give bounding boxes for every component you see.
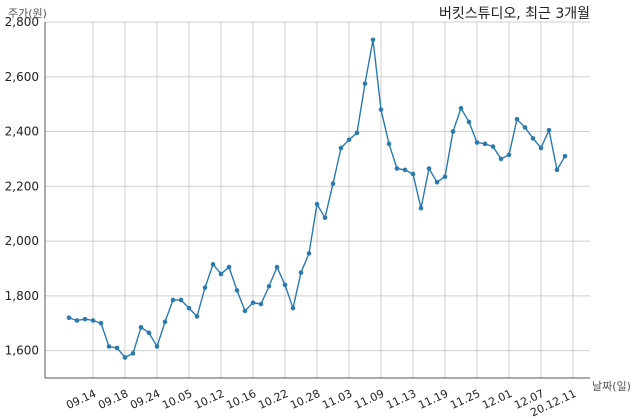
series-group xyxy=(66,37,568,360)
data-point xyxy=(250,300,256,305)
data-point xyxy=(442,174,448,180)
data-point xyxy=(386,141,392,147)
data-point xyxy=(538,145,544,151)
y-tick-labels: 1,600 1,800 2,000 2,200 2,400 2,600 2,800 xyxy=(5,15,39,358)
data-point xyxy=(234,288,240,293)
data-point xyxy=(370,37,376,43)
x-tick-label: 10.16 xyxy=(224,387,258,412)
data-point xyxy=(138,325,144,330)
x-tick-label: 11.03 xyxy=(320,387,354,412)
data-point xyxy=(394,166,400,171)
data-point xyxy=(466,119,472,125)
data-point xyxy=(74,318,80,323)
data-point xyxy=(146,330,152,336)
data-point xyxy=(122,355,128,360)
data-point xyxy=(274,264,280,270)
x-tick-label: 10.12 xyxy=(192,387,226,412)
y-tick-label: 2,600 xyxy=(5,70,39,84)
data-point xyxy=(290,305,296,311)
data-point xyxy=(210,262,216,267)
data-point xyxy=(434,179,440,185)
x-tick-label: 11.13 xyxy=(384,387,418,412)
data-point xyxy=(474,140,480,145)
y-tick-label: 2,200 xyxy=(5,179,39,193)
data-point xyxy=(266,283,272,289)
x-tick-label: 11.09 xyxy=(352,387,386,412)
data-point xyxy=(106,344,112,349)
data-point xyxy=(226,264,232,270)
data-point xyxy=(346,137,352,143)
data-point xyxy=(258,301,264,307)
data-point xyxy=(402,167,408,173)
data-point xyxy=(306,251,312,256)
data-point xyxy=(426,166,432,171)
x-tick-label: 09.18 xyxy=(96,387,130,412)
x-tick-label: 10.05 xyxy=(160,387,194,412)
data-point xyxy=(530,136,536,141)
x-tick-label: 10.22 xyxy=(256,387,290,412)
data-point xyxy=(322,215,328,221)
data-point xyxy=(418,205,424,211)
data-point xyxy=(130,351,136,356)
data-point xyxy=(522,125,528,130)
x-tick-labels: 09.1409.1809.2410.0510.1210.1610.2210.28… xyxy=(64,387,578,419)
data-point xyxy=(546,127,552,133)
x-axis-label: 날짜(일) xyxy=(592,379,631,393)
data-point xyxy=(298,270,304,275)
data-point xyxy=(218,271,224,277)
data-point xyxy=(450,129,456,134)
axes xyxy=(44,22,590,379)
data-point xyxy=(202,285,208,290)
data-point xyxy=(378,107,384,112)
data-point xyxy=(330,181,336,186)
grid-lines xyxy=(45,21,590,378)
data-point xyxy=(282,282,288,288)
data-point xyxy=(458,105,464,111)
data-point xyxy=(506,152,512,158)
data-point xyxy=(410,171,416,177)
data-point xyxy=(154,344,160,349)
data-point xyxy=(338,145,344,151)
data-point xyxy=(314,201,320,207)
data-point xyxy=(98,320,104,326)
data-point xyxy=(90,318,96,323)
x-tick-label: 09.24 xyxy=(128,387,162,412)
chart-title: 버킷스튜디오, 최근 3개월 xyxy=(439,6,590,22)
x-tick-label: 11.25 xyxy=(448,387,482,412)
data-point xyxy=(162,319,168,325)
y-tick-label: 1,600 xyxy=(5,344,39,358)
data-point xyxy=(194,314,200,319)
data-point xyxy=(482,141,488,147)
data-point xyxy=(498,156,504,162)
data-point xyxy=(178,297,184,303)
x-tick-label: 11.19 xyxy=(416,387,450,412)
y-axis-label: 주가(원) xyxy=(8,7,47,20)
data-point xyxy=(490,144,496,149)
data-point xyxy=(66,315,72,321)
data-point xyxy=(562,153,568,159)
data-point xyxy=(114,345,120,351)
x-tick-label: 10.28 xyxy=(288,387,322,412)
data-point xyxy=(242,308,248,314)
x-tick-label: 09.14 xyxy=(64,387,98,412)
data-point xyxy=(362,81,368,86)
data-point xyxy=(354,130,360,136)
x-tick-label: 12.01 xyxy=(480,387,514,412)
data-point xyxy=(514,116,520,122)
y-tick-label: 1,800 xyxy=(5,289,39,303)
data-point xyxy=(82,316,88,322)
data-point xyxy=(186,305,192,311)
data-point xyxy=(554,167,560,173)
y-tick-label: 2,400 xyxy=(5,125,39,139)
data-point xyxy=(170,297,176,303)
y-tick-label: 2,800 xyxy=(5,15,39,29)
y-tick-label: 2,000 xyxy=(5,234,39,248)
